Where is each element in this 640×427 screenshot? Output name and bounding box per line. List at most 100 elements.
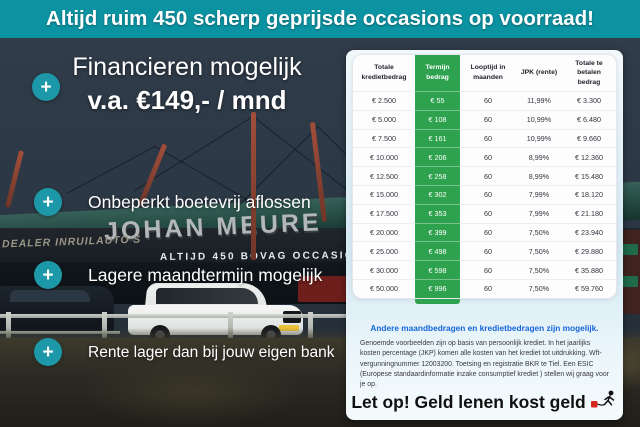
column-header: Totale kredietbedrag (361, 64, 407, 81)
table-cell: € 498 (415, 241, 460, 261)
column-header: Looptijd in maanden (470, 64, 506, 81)
benefit-financing: Financieren mogelijk v.a. €149,- / mnd (34, 52, 340, 116)
table-cell: € 55 (415, 91, 460, 110)
table-row: € 15.000 € 302 60 7,99% € 18.120 (353, 184, 616, 204)
table-cell: 60 (460, 241, 516, 260)
credit-disclaimer: Genoemde voorbeelden zijn op basis van p… (360, 340, 609, 389)
table-cell: 10,99% (516, 128, 562, 148)
fence-rail (0, 314, 346, 318)
dark-car (0, 286, 114, 332)
table-cell: € 20.000 (353, 222, 415, 242)
table-cell: € 9.660 (562, 128, 616, 148)
table-cell: 7,99% (516, 184, 562, 204)
table-cell: € 12.360 (562, 147, 616, 166)
bovag-occasions-sign: ALTIJD 450 BOVAG OCCASIONS (159, 250, 374, 263)
table-cell: € 7.500 (353, 128, 415, 148)
table-cell: € 206 (415, 147, 460, 167)
benefit-item: Rente lager dan bij jouw eigen bank (88, 344, 335, 361)
table-cell: € 258 (415, 166, 460, 185)
table-cell: 11,99% (516, 91, 562, 110)
table-cell: 60 (460, 222, 516, 242)
table-row: € 17.500 € 353 60 7,99% € 21.180 (353, 203, 616, 223)
table-cell: € 302 (415, 184, 460, 204)
table-row: € 20.000 € 399 60 7,50% € 23.940 (353, 222, 616, 242)
highlight-column-extension (415, 299, 460, 304)
small-green-sign (622, 244, 638, 255)
plus-icon: + (34, 261, 62, 289)
table-row: € 5.000 € 108 60 10,99% € 6.480 (353, 109, 616, 129)
table-cell: € 30.000 (353, 260, 415, 279)
credit-warning-text: Let op! Geld lenen kost geld (351, 391, 586, 412)
table-cell: 7,50% (516, 278, 562, 298)
column-header: JPK (rente) (520, 69, 558, 77)
table-cell: € 2.500 (353, 91, 415, 110)
finance-table: Totale kredietbedrag Termijn bedrag Loop… (352, 54, 617, 299)
table-row: € 2.500 € 55 60 11,99% € 3.300 (353, 91, 616, 110)
column-header-highlight: Termijn bedrag (415, 55, 460, 91)
table-cell: € 35.880 (562, 260, 616, 279)
table-cell: 8,99% (516, 147, 562, 166)
table-cell: 60 (460, 166, 516, 185)
table-cell: € 598 (415, 260, 460, 279)
table-cell: 60 (460, 147, 516, 166)
table-row: € 50.000 € 996 60 7,50% € 59.760 (353, 278, 616, 298)
table-cell: € 10.000 (353, 147, 415, 166)
column-header: Totale te betalen bedrag (575, 59, 603, 86)
table-cell: € 996 (415, 278, 460, 298)
suv-windows (156, 288, 258, 304)
benefit-financing-line1: Financieren mogelijk (72, 53, 302, 81)
small-green-sign (622, 276, 638, 287)
table-cell: € 399 (415, 222, 460, 242)
table-cell: 7,50% (516, 260, 562, 279)
finance-panel: Totale kredietbedrag Termijn bedrag Loop… (346, 50, 623, 420)
table-cell: € 29.880 (562, 241, 616, 260)
table-cell: € 23.940 (562, 222, 616, 242)
table-row: € 25.000 € 498 60 7,50% € 29.880 (353, 241, 616, 261)
table-cell: 60 (460, 91, 516, 110)
table-cell: € 5.000 (353, 109, 415, 129)
table-cell: 7,99% (516, 203, 562, 223)
table-cell: € 353 (415, 203, 460, 223)
top-banner: Altijd ruim 450 scherp geprijsde occasio… (0, 0, 640, 38)
table-cell: € 50.000 (353, 278, 415, 298)
plus-icon: + (34, 188, 62, 216)
table-cell: € 18.120 (562, 184, 616, 204)
finance-table-header: Totale kredietbedrag Termijn bedrag Loop… (353, 55, 616, 91)
table-cell: 60 (460, 184, 516, 204)
table-cell: € 59.760 (562, 278, 616, 298)
table-cell: € 25.000 (353, 241, 415, 260)
table-row: € 7.500 € 161 60 10,99% € 9.660 (353, 128, 616, 148)
table-cell: 7,50% (516, 222, 562, 242)
table-cell: 60 (460, 109, 516, 129)
plus-icon: + (34, 338, 62, 366)
table-cell: € 108 (415, 109, 460, 129)
credit-warning: Let op! Geld lenen kost geld (346, 390, 623, 414)
table-cell: € 161 (415, 128, 460, 148)
dark-car-window (10, 290, 90, 302)
table-row: € 12.500 € 258 60 8,99% € 15.480 (353, 166, 616, 185)
table-cell: € 3.300 (562, 91, 616, 110)
table-cell: 10,99% (516, 109, 562, 129)
red-car (298, 276, 354, 302)
table-cell: 60 (460, 203, 516, 223)
benefit-financing-line2: v.a. €149,- / mnd (87, 85, 287, 115)
plus-icon: + (32, 73, 60, 101)
table-cell: 60 (460, 128, 516, 148)
finance-table-rows: € 2.500 € 55 60 11,99% € 3.300 € 5.000 € 108 60… (353, 91, 616, 298)
table-cell: € 6.480 (562, 109, 616, 129)
table-cell: € 15.480 (562, 166, 616, 185)
geld-lenen-kost-geld-icon (590, 390, 618, 414)
table-cell: 60 (460, 278, 516, 298)
table-cell: 7,50% (516, 241, 562, 260)
table-cell: € 21.180 (562, 203, 616, 223)
table-row: € 10.000 € 206 60 8,99% € 12.360 (353, 147, 616, 167)
table-cell: € 15.000 (353, 184, 415, 204)
red-flagpole-mast (251, 112, 256, 260)
table-cell: € 17.500 (353, 203, 415, 223)
alt-amounts-heading: Andere maandbedragen en kredietbedragen … (370, 323, 599, 333)
table-row: € 30.000 € 598 60 7,50% € 35.880 (353, 260, 616, 279)
table-cell: 60 (460, 260, 516, 279)
benefit-item: Lagere maandtermijn mogelijk (88, 265, 323, 285)
benefit-item: Onbeperkt boetevrij aflossen (88, 192, 311, 212)
